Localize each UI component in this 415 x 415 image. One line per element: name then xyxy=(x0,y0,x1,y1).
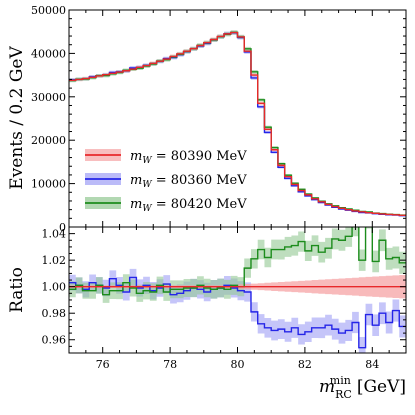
top-band-series-1 xyxy=(69,30,406,217)
legend-label-1: mW = 80360 MeV xyxy=(130,173,247,190)
legend-label-value: = 80360 MeV xyxy=(152,173,248,188)
top-uncertainty-bands xyxy=(69,30,406,217)
x-tick-label: 76 xyxy=(96,358,110,371)
x-tick-label: 78 xyxy=(163,358,177,371)
x-tick-label: 84 xyxy=(365,358,379,371)
ratio-line-series-1 xyxy=(69,276,406,349)
legend-label-subscript: W xyxy=(142,156,152,166)
top-y-tick-label: 0 xyxy=(59,221,66,234)
bottom-y-tick-label: 1.04 xyxy=(42,228,67,241)
legend-label-0: mW = 80390 MeV xyxy=(130,149,247,166)
bottom-y-axis-title: Ratio xyxy=(7,267,27,313)
x-axis-title-symbol: m xyxy=(319,377,335,397)
top-line-series-0 xyxy=(69,31,406,216)
top-y-tick-labels: 0 10000 20000 30000 40000 50000 xyxy=(31,4,66,234)
ratio-band-series-2 xyxy=(69,227,406,303)
x-axis-title-superscript: min xyxy=(330,374,351,387)
bottom-axis-ticks xyxy=(68,226,407,353)
top-y-tick-label: 20000 xyxy=(31,134,66,147)
legend-label-subscript: W xyxy=(142,180,152,190)
top-axis-ticks xyxy=(68,9,407,228)
top-line-series-1 xyxy=(69,32,406,217)
x-tick-labels: 76 78 80 82 84 xyxy=(96,358,380,371)
top-y-tick-label: 30000 xyxy=(31,91,66,104)
bottom-y-tick-label: 1.02 xyxy=(42,254,67,267)
bottom-y-tick-label: 1.00 xyxy=(42,281,67,294)
legend-label-value: = 80420 MeV xyxy=(152,197,248,212)
bottom-y-tick-label: 0.96 xyxy=(42,334,67,347)
x-tick-label: 80 xyxy=(231,358,245,371)
top-y-tick-label: 10000 xyxy=(31,178,66,191)
legend-label-2: mW = 80420 MeV xyxy=(130,197,247,214)
top-plot-frame xyxy=(68,9,407,228)
x-axis-title-subscript: RC xyxy=(335,388,352,401)
legend-label-symbol: m xyxy=(130,149,142,164)
top-panel: 0 10000 20000 30000 40000 50000 Events / 0.2 … xyxy=(7,4,407,234)
ratio-histogram-lines xyxy=(69,227,406,349)
bottom-panel: 0.96 0.98 1.00 1.02 1.04 76 78 80 82 84 Ratio mR… xyxy=(7,226,407,401)
legend-label-symbol: m xyxy=(130,197,142,212)
bottom-y-tick-label: 0.98 xyxy=(42,307,67,320)
bottom-y-tick-labels: 0.96 0.98 1.00 1.02 1.04 xyxy=(42,228,67,347)
top-y-axis-title: Events / 0.2 GeV xyxy=(7,46,27,190)
x-axis-title-unit: [GeV] xyxy=(357,377,406,397)
legend-label-symbol: m xyxy=(130,173,142,188)
legend-label-value: = 80390 MeV xyxy=(152,149,248,164)
x-axis-title: mRCmin [GeV] xyxy=(319,374,406,401)
top-y-tick-label: 50000 xyxy=(31,4,66,17)
top-histogram-lines xyxy=(69,31,406,217)
x-tick-label: 82 xyxy=(298,358,312,371)
legend-label-subscript: W xyxy=(142,204,152,214)
top-y-tick-label: 40000 xyxy=(31,47,66,60)
